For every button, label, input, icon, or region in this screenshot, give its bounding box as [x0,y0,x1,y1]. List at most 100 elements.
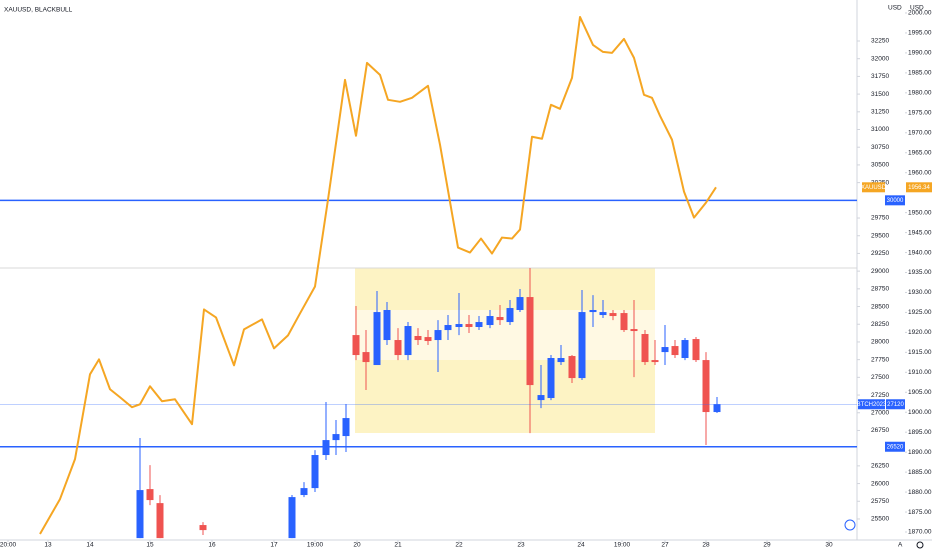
candle-body [383,310,391,341]
y-tick-label: 32000 [871,55,889,62]
plot: 32250 32000 31750 31500 31250 31000 30750 30500… [0,10,932,549]
y-tick-label: 31250 [871,109,889,116]
scroll-button[interactable] [844,519,856,531]
auto-scale-button[interactable]: A [898,542,903,549]
y2-tick-label: 1885.00 [908,469,932,476]
candle-body [496,317,504,321]
x-tick-label: 15 [146,542,154,549]
y-tick-label: 32250 [871,38,889,45]
x-tick-label: 19:00 [614,542,631,549]
x-tick-label: 29 [763,542,771,549]
horizontal-line-label-box [885,195,905,206]
y-tick-label: 28250 [871,321,889,328]
x-tick-label: 23 [517,542,525,549]
candle-body [475,322,483,328]
candle-body [486,316,494,326]
y-tick-label: 29500 [871,232,889,239]
x-tick-label: 19:00 [307,542,324,549]
y2-tick-label: 1985.00 [908,70,932,77]
y2-tick-label: 1980.00 [908,90,932,97]
y2-tick-label: 1960.00 [908,169,932,176]
y2-tick-label: 1975.00 [908,110,932,117]
y-tick-label: 31000 [871,126,889,133]
candle-body [661,347,669,353]
candle-body [526,297,534,386]
x-tick-label: 14 [86,542,94,549]
y2-tick-label: 1900.00 [908,409,932,416]
y2-tick-label: 1925.00 [908,309,932,316]
candle-body [589,310,597,313]
candle-body [557,358,565,363]
last-price-label: 27120 [887,402,904,408]
y2-tick-label: 1930.00 [908,289,932,296]
x-tick-label: 20 [353,542,361,549]
candle-body [713,404,721,413]
y2-tick-label: 1990.00 [908,50,932,57]
horizontal-line-label: 26520 [887,444,904,450]
candle-body [651,360,659,363]
settings-button[interactable] [916,541,924,549]
candle-body [404,326,412,356]
candle-body [288,497,296,539]
y2-tick-label: 1910.00 [908,369,932,376]
y2-tick-label: 1895.00 [908,429,932,436]
y2-tick-label: 1870.00 [908,529,932,536]
y-tick-label: 27500 [871,374,889,381]
candle-body [599,312,607,316]
candle-body [434,330,442,341]
y-tick-label: 30750 [871,144,889,151]
y-tick-label: 27000 [871,409,889,416]
candle-body [362,352,370,363]
y-tick-label: 29750 [871,215,889,222]
x-tick-label: 30 [825,542,833,549]
y-tick-label: 29250 [871,250,889,257]
candle-body [424,337,432,342]
y-tick-label: 28000 [871,339,889,346]
horizontal-line-label-box [885,441,905,452]
y2-tick-label: 1945.00 [908,229,932,236]
candle-body [199,525,207,531]
candle-body [352,335,360,356]
x-tick-label: 22 [455,542,463,549]
candle-body [311,455,319,489]
y2-tick-label: 1880.00 [908,489,932,496]
candle-body [578,312,586,379]
series-name-label-box [862,182,885,193]
candle-body [620,313,628,331]
y-tick-label: 28750 [871,286,889,293]
y2-tick-label: 1935.00 [908,269,932,276]
candle-body [342,418,350,437]
y-tick-label: 31750 [871,73,889,80]
candle-body [455,324,463,328]
candle-body [146,489,154,501]
candle-body [641,334,649,363]
x-tick-label: 16 [208,542,216,549]
y2-tick-label: 1970.00 [908,129,932,136]
candle-body [537,395,545,401]
candle-body [568,356,576,379]
range-box-bottom [355,360,655,433]
y-tick-label: 27750 [871,356,889,363]
y-tick-label: 25750 [871,498,889,505]
candle-body [300,488,308,496]
y2-tick-label: 1920.00 [908,329,932,336]
y2-tick-label: 1995.00 [908,30,932,37]
x-tick-label: 27 [661,542,669,549]
y2-tick-label: 1890.00 [908,449,932,456]
candle-body [506,308,514,323]
candle-body [630,329,638,332]
y2-tick-label: 1940.00 [908,249,932,256]
x-tick-label: 28 [702,542,710,549]
candle-body [373,312,381,366]
candle-body [547,358,555,399]
candle-body [414,335,422,341]
candle-body [516,297,524,311]
range-box-top [355,268,655,310]
y-tick-label: 26000 [871,480,889,487]
y-tick-label: 26250 [871,463,889,470]
last-price-label-box [906,182,932,193]
candle-body [394,340,402,356]
line-series [39,15,717,535]
candle-body [465,324,473,328]
